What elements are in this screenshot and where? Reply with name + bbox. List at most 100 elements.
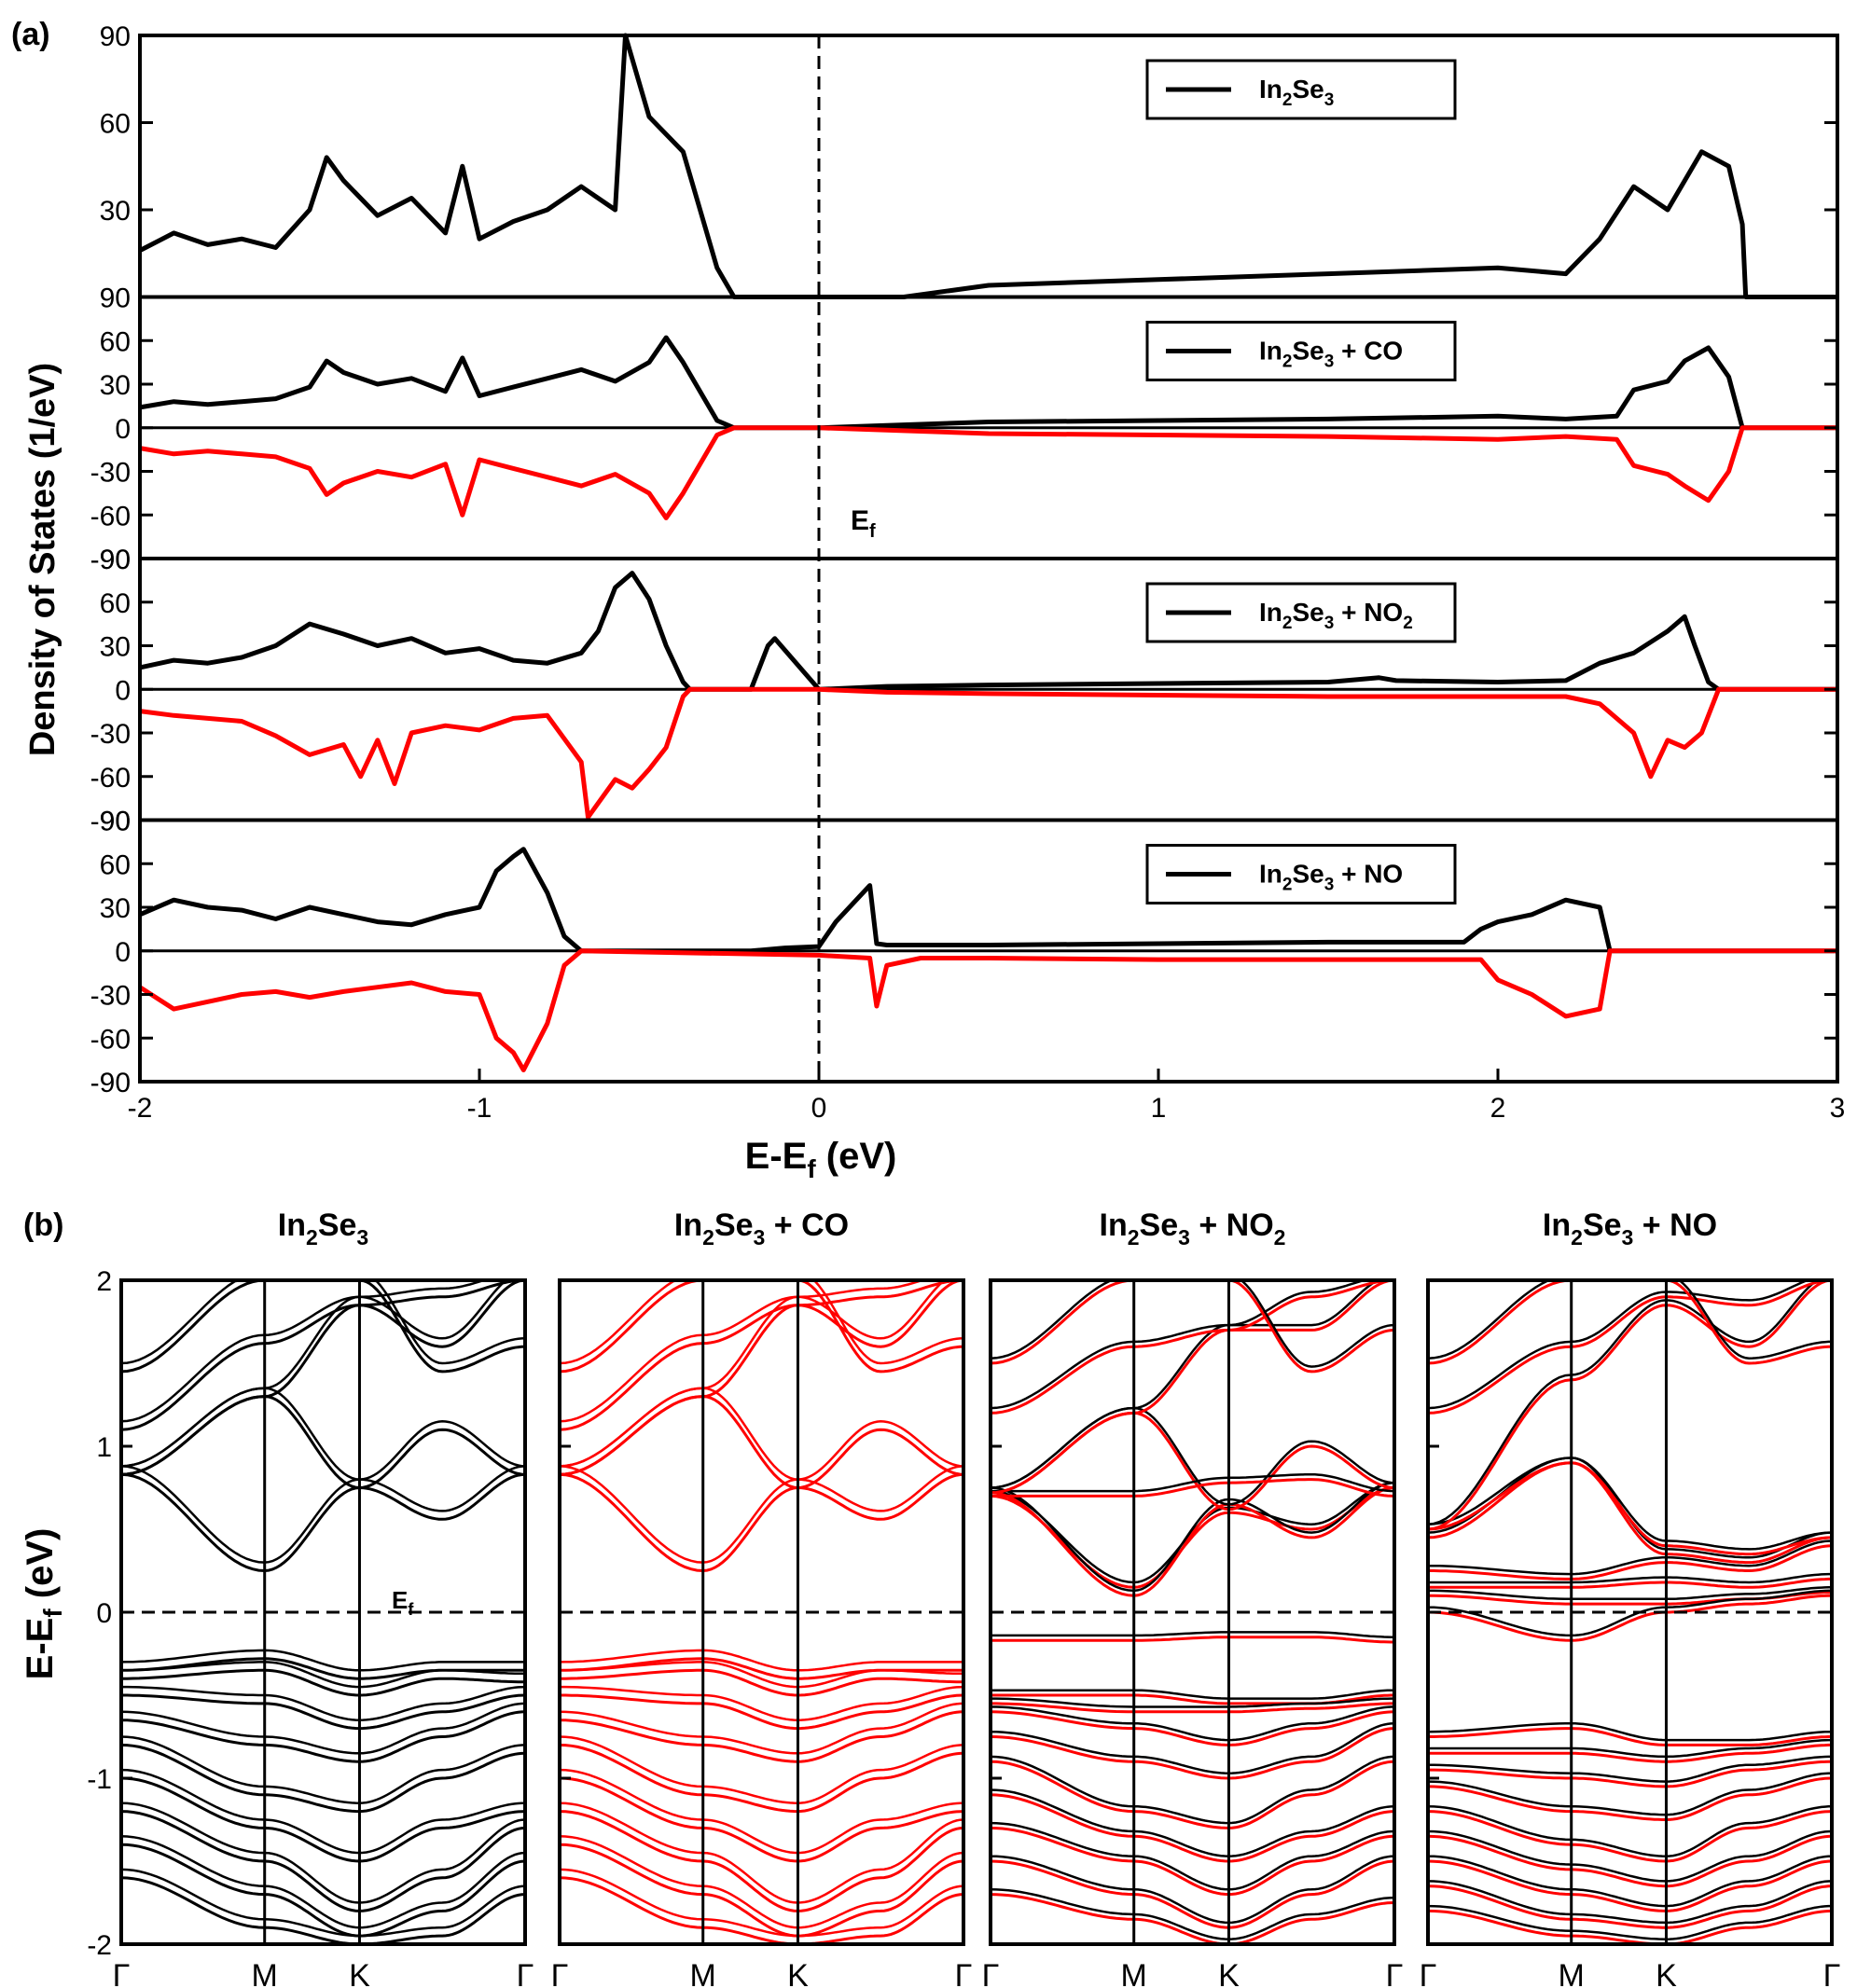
band-title-base: In [1543, 1208, 1571, 1243]
dos-legend-sub1: 2 [1282, 876, 1293, 895]
band-k-label: K [349, 1958, 370, 1988]
dos-legend-box [1145, 59, 1457, 120]
band-panel-frame [558, 1278, 965, 1946]
band-line-split [120, 1735, 526, 1804]
dos-ytick-label: 60 [100, 326, 131, 357]
band-title-sub2: 3 [1622, 1225, 1634, 1249]
band-k-label: Γ [1420, 1958, 1437, 1988]
dos-legend-base: In [1259, 860, 1282, 889]
bands-fermi-label-main: E [392, 1586, 408, 1614]
band-ytick-label: 0 [96, 1598, 112, 1629]
band-line [1428, 1760, 1832, 1788]
band-line [1428, 1727, 1832, 1746]
band-title-mid: Se [1140, 1208, 1179, 1243]
dos-legend-mid: Se [1292, 598, 1323, 627]
band-line-split [560, 1685, 964, 1721]
band-k-label: K [1656, 1958, 1677, 1988]
panel-b-label: (b) [23, 1208, 63, 1243]
dos-legend-suffix: + CO [1334, 337, 1403, 366]
bands-fermi-label-sub: f [408, 1600, 414, 1619]
band-line [121, 1668, 526, 1697]
band-panel-title: In2Se3 + CO [674, 1208, 849, 1249]
band-panel-1: In2Se3 + CO Γ M K Γ [551, 1208, 973, 1988]
dos-legend-sub2: 3 [1324, 614, 1335, 633]
band-panel-frame [119, 1278, 527, 1946]
band-title-sub1: 2 [1571, 1225, 1583, 1249]
dos-series-3-spin-down [138, 948, 1837, 1072]
dos-ytick-label: 30 [100, 632, 131, 663]
dos-legend-sub2: 3 [1324, 876, 1335, 895]
band-line-split [990, 1722, 1395, 1774]
dos-xtick-label: 0 [811, 1093, 827, 1124]
band-line-split [559, 1387, 964, 1481]
band-line [120, 1278, 526, 1431]
dos-legend-text: In2Se3 + NO2 [1259, 598, 1413, 633]
band-line-split [1427, 1904, 1832, 1940]
band-line [990, 1278, 1395, 1415]
dos-legend-base: In [1259, 337, 1282, 366]
band-ytick-label: -2 [87, 1930, 112, 1961]
dos-xtick-label: 3 [1830, 1093, 1846, 1124]
band-line-split [120, 1278, 525, 1423]
band-line [990, 1486, 1395, 1589]
band-title-suffix-sub: 2 [1274, 1225, 1286, 1249]
dos-ytick-label: 30 [100, 893, 131, 924]
dos-x-axis-title-main: E-E [745, 1136, 808, 1177]
dos-ytick-label: -90 [90, 807, 131, 837]
band-k-label: K [1218, 1958, 1240, 1988]
dos-x-axis-title-sub: f [807, 1154, 816, 1183]
dos-legend-sub2: 3 [1324, 90, 1335, 110]
band-title-base: In [674, 1208, 702, 1243]
band-k-label: M [1121, 1958, 1147, 1988]
band-k-label: Γ [551, 1958, 569, 1988]
band-panel-title: In2Se3 [278, 1208, 368, 1249]
dos-ytick-label: 90 [100, 807, 131, 837]
band-k-label: Γ [955, 1958, 973, 1988]
band-panel-frame [989, 1278, 1396, 1946]
dos-xtick-label: 2 [1490, 1093, 1506, 1124]
dos-series-3-spin-up [139, 847, 1837, 954]
dos-ytick-label: -30 [90, 981, 131, 1012]
band-line [120, 1776, 526, 1863]
dos-xtick-label: -1 [467, 1093, 492, 1124]
band-title-suffix: + NO [1633, 1208, 1717, 1243]
dos-series-1-spin-up [139, 335, 1837, 431]
dos-legend-base: In [1259, 75, 1282, 104]
band-title-sub2: 3 [356, 1225, 368, 1249]
bands-y-axis-title-sub: f [38, 1608, 67, 1618]
band-panel-title: In2Se3 + NO [1543, 1208, 1717, 1249]
band-k-label: Γ [1823, 1958, 1841, 1988]
band-title-mid: Se [1583, 1208, 1622, 1243]
band-k-label: M [252, 1958, 278, 1988]
dos-ytick-label: -90 [90, 1068, 131, 1098]
dos-ytick-label: 90 [100, 21, 131, 52]
dos-x-axis-title-unit: (eV) [816, 1136, 897, 1177]
dos-xtick-label: 1 [1151, 1093, 1167, 1124]
band-line [560, 1668, 964, 1697]
band-title-sub2: 3 [754, 1225, 766, 1249]
band-title-suffix: + NO [1190, 1208, 1274, 1243]
bands-y-axis-title-main: E-E [20, 1618, 61, 1680]
dos-legend-mid: Se [1292, 75, 1323, 104]
band-line [559, 1843, 964, 1938]
dos-fermi-label-sub: f [869, 521, 876, 542]
bands-fermi-label: Ef [392, 1586, 414, 1619]
dos-series-2-spin-up [139, 571, 1837, 692]
dos-ytick-label: 30 [100, 196, 131, 227]
band-line [1427, 1278, 1833, 1365]
dos-legend-base: In [1259, 598, 1282, 627]
dos-legend-text: In2Se3 + NO [1259, 860, 1403, 895]
band-line [1427, 1278, 1833, 1531]
band-line [990, 1486, 1395, 1597]
dos-series-1-spin-down [139, 425, 1837, 520]
dos-ytick-label: -90 [90, 545, 131, 575]
band-k-label: M [690, 1958, 716, 1988]
dos-legend-text: In2Se3 [1259, 75, 1334, 110]
band-line-split [1428, 1572, 1832, 1584]
bands-y-axis-title: E-Ef (eV) [20, 1528, 67, 1680]
